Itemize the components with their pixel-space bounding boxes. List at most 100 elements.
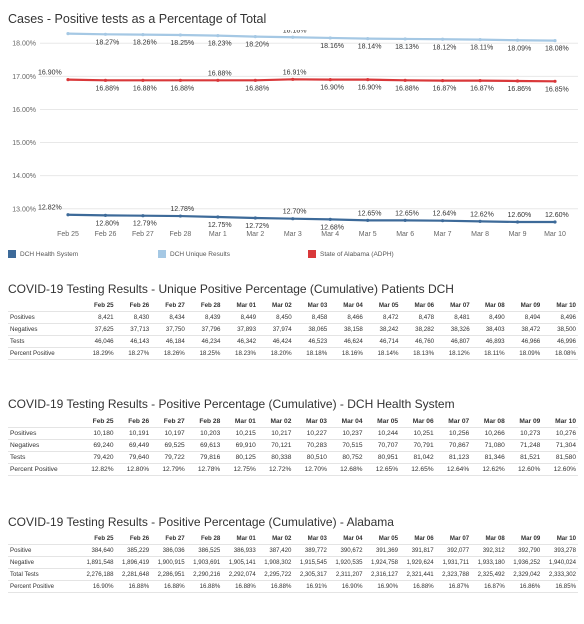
table-cell: 8,421: [80, 311, 116, 324]
table-cell: 392,312: [471, 544, 507, 557]
table-cell: 46,966: [506, 335, 543, 348]
column-header: Mar 04: [343, 535, 363, 542]
data-label: 12.78%: [170, 206, 194, 213]
column-header: Mar 03: [306, 418, 327, 425]
x-tick-label: Mar 8: [471, 231, 489, 238]
table-row: Tests 46,046 46,143 46,184 46,234 46,342 46,42…: [8, 335, 578, 348]
table-row: Negatives 69,240 69,449 69,525 69,613 69,910 7…: [8, 439, 578, 452]
table-cell: 81,042: [400, 451, 436, 464]
table-cell: 46,342: [222, 335, 259, 348]
x-tick-label: Mar 1: [209, 231, 227, 238]
row-header-cell: [8, 300, 80, 312]
column-header: Mar 08: [485, 535, 505, 542]
table-cell: 81,521: [506, 451, 543, 464]
column-header: Mar 10: [556, 302, 576, 309]
table-cell: 79,420: [80, 451, 116, 464]
table-cell: 12.82%: [80, 463, 116, 476]
column-header: Feb 26: [129, 302, 150, 309]
table-cell: 10,227: [293, 427, 329, 440]
table-cell: 8,430: [115, 311, 152, 324]
table-cell: 18.16%: [329, 347, 365, 360]
x-tick-label: Mar 2: [246, 231, 264, 238]
column-header: Mar 09: [519, 418, 541, 425]
row-label: Percent Positive: [8, 580, 80, 593]
table-cell: 18.12%: [436, 347, 472, 360]
data-label: 16.88%: [395, 85, 419, 92]
data-label: 18.08%: [545, 46, 569, 53]
table-cell: 38,065: [293, 323, 330, 336]
row-header-cell: [8, 416, 80, 428]
table-cell: 46,424: [258, 335, 294, 348]
row-label: Positives: [8, 427, 80, 440]
table-cell: 16.88%: [222, 580, 258, 593]
table-cell: 80,338: [257, 451, 294, 464]
table-cell: 46,234: [186, 335, 223, 348]
data-point: [441, 79, 445, 83]
data-label: 12.60%: [508, 212, 532, 219]
data-label: 16.88%: [208, 70, 232, 77]
data-label: 12.79%: [133, 221, 157, 228]
data-point: [478, 219, 482, 223]
data-label: 12.65%: [358, 210, 382, 217]
row-label: Positive: [8, 544, 80, 557]
column-header: Mar 07: [450, 302, 470, 309]
table-cell: 71,248: [506, 439, 543, 452]
row-label: Tests: [8, 335, 80, 348]
table-cell: 389,772: [293, 544, 329, 557]
data-label: 12.70%: [283, 209, 307, 216]
data-label: 18.14%: [358, 44, 382, 51]
table-cell: 16.88%: [186, 580, 223, 593]
row-label: Percent Positive: [8, 347, 80, 360]
table-cell: 8,439: [186, 311, 223, 324]
x-tick-label: Mar 3: [284, 231, 302, 238]
y-tick-label: 13.00%: [12, 206, 36, 213]
data-label: 18.26%: [133, 40, 157, 47]
table-row: Negatives 37,625 37,713 37,750 37,796 37,893 3…: [8, 323, 578, 336]
data-label: 16.86%: [508, 86, 532, 93]
data-point: [253, 78, 257, 82]
table-cell: 69,449: [115, 439, 152, 452]
column-header: Feb 25: [94, 535, 114, 542]
data-point: [366, 37, 370, 41]
data-label: 16.87%: [470, 86, 494, 93]
table-cell: 391,817: [400, 544, 436, 557]
table-cell: 80,951: [364, 451, 401, 464]
table-cell: 46,046: [80, 335, 116, 348]
data-label: 18.25%: [170, 40, 194, 47]
table-row: Percent Positive 18.29% 18.27% 18.26% 18.25%…: [8, 347, 578, 360]
table-cell: 10,215: [222, 427, 258, 440]
table-title-dch-health-system: COVID-19 Testing Results - Positive Perc…: [8, 397, 455, 411]
data-label: 16.90%: [358, 85, 382, 92]
table-cell: 10,180: [80, 427, 116, 440]
row-label: Negative: [8, 556, 80, 569]
data-label: 18.16%: [320, 43, 344, 50]
table-cell: 2,305,317: [293, 568, 329, 581]
table-cell: 2,316,127: [364, 568, 401, 581]
table-cell: 12.64%: [435, 463, 472, 476]
data-label: 18.18%: [283, 30, 307, 34]
x-tick-label: Mar 9: [509, 231, 527, 238]
table-cell: 10,273: [506, 427, 543, 440]
table-cell: 37,625: [80, 323, 116, 336]
data-point: [515, 79, 520, 83]
table-cell: 38,403: [471, 323, 507, 336]
table-row: Positives 10,180 10,191 10,197 10,203 10,215 1…: [8, 427, 578, 440]
table-cell: 10,237: [328, 427, 365, 440]
table-cell: 8,481: [436, 311, 472, 324]
table-cell: 38,326: [436, 323, 472, 336]
data-point: [103, 32, 108, 36]
table-cell: 46,624: [329, 335, 365, 348]
table-cell: 386,036: [151, 544, 187, 557]
row-label: Positives: [8, 311, 80, 324]
table-cell: 2,333,302: [542, 568, 578, 581]
table-cell: 18.25%: [186, 347, 223, 360]
column-header: Mar 05: [378, 302, 399, 309]
table-cell: 387,420: [257, 544, 294, 557]
table-cell: 70,707: [364, 439, 401, 452]
column-header: Feb 27: [165, 535, 185, 542]
column-header: Mar 02: [272, 535, 292, 542]
column-header: Mar 05: [377, 418, 399, 425]
table-cell: 16.90%: [80, 580, 116, 593]
table-cell: 10,256: [435, 427, 472, 440]
table-cell: 10,251: [400, 427, 436, 440]
